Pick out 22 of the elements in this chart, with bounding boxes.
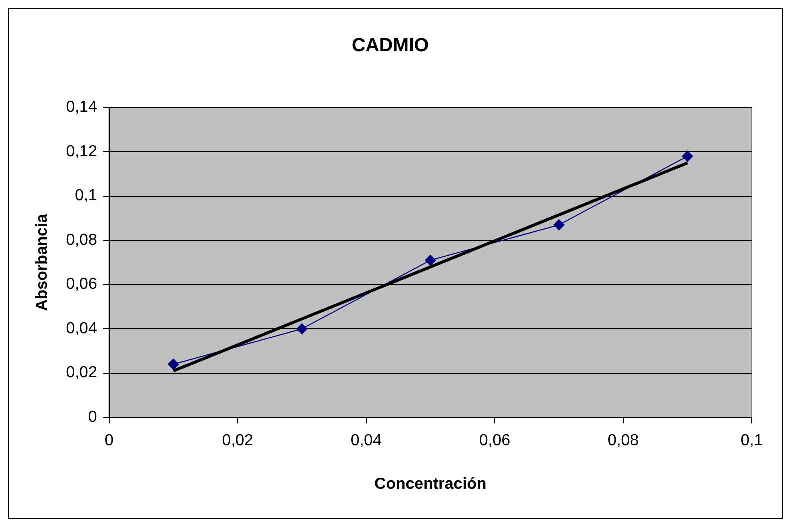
y-tick-label: 0,04	[66, 320, 98, 338]
y-tick-label: 0,06	[66, 276, 98, 294]
y-tick-label: 0,1	[75, 188, 98, 205]
point	[168, 358, 180, 370]
point	[682, 150, 694, 162]
point	[425, 254, 436, 266]
y-tick-label: 0,02	[66, 364, 98, 382]
chart-title: CADMIO	[352, 36, 430, 57]
x-axis-title: Concentración	[374, 476, 487, 493]
x-tick-label: 0,1	[740, 432, 764, 450]
x-tick-label: 0,06	[479, 432, 511, 450]
y-tick-label: 0,14	[66, 99, 98, 116]
x-tick-label: 0	[104, 432, 114, 450]
y-tick-label: 0	[88, 409, 98, 426]
x-tick-label: 0,08	[608, 432, 640, 450]
y-tick-label: 0,08	[66, 232, 98, 249]
point	[554, 220, 565, 231]
x-tick-label: 0,04	[350, 432, 382, 450]
y-tick-label: 0,12	[66, 143, 98, 160]
point	[296, 324, 308, 335]
y-axis-title: Absorbancia	[34, 214, 52, 312]
x-tick-label: 0,02	[222, 432, 254, 450]
